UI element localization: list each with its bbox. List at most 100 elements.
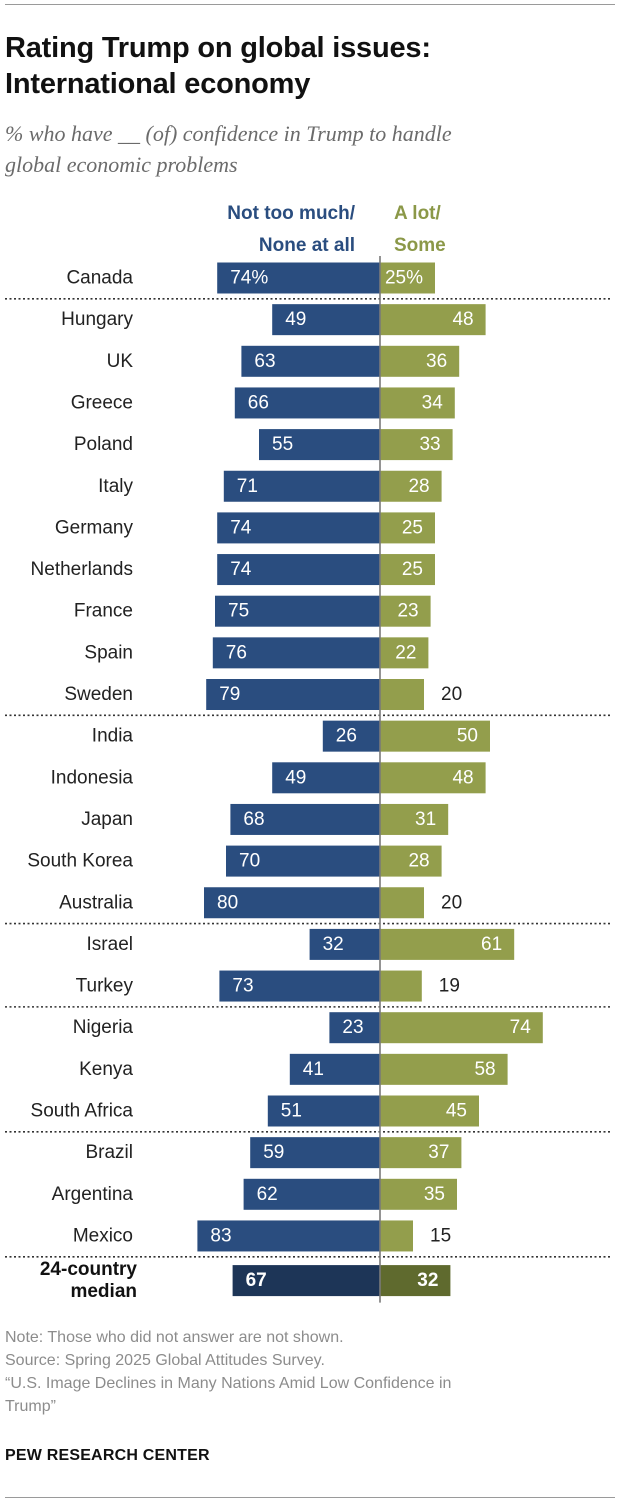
legend-negative-line-2: None at all [258,235,355,256]
country-label: Japan [81,809,133,830]
bar-positive [380,262,435,294]
value-label-negative: 76 [226,642,247,663]
separators-layer [5,298,612,1258]
value-label-positive: 25 [402,517,423,538]
report-title-line-1: “U.S. Image Declines in Many Nations Ami… [5,1375,452,1392]
bar-negative [272,304,380,336]
value-label-positive: 31 [415,809,436,830]
table-row: 74% 25% Canada [66,262,435,294]
country-label: Australia [59,892,133,913]
value-label-positive: 33 [419,434,440,455]
bar-positive [380,928,515,960]
value-label-positive: 25% [385,268,423,289]
value-label-negative: 32 [323,934,344,955]
value-label-negative: 79 [219,684,240,705]
value-label-positive: 61 [481,934,502,955]
value-label-negative: 59 [263,1142,284,1163]
rows-layer: 74% 25% Canada 49 48 Hungary 63 36 UK 66 34 Greece 5… [27,262,543,1302]
bar-positive [380,1095,479,1127]
bar-positive [380,887,424,919]
bar-positive [380,304,486,336]
legend-negative: Not too much/ None at all [135,198,355,262]
table-row: 55 33 Poland [74,429,453,461]
value-label-negative: 63 [254,351,275,372]
bar-positive [380,1012,543,1044]
table-row: 74 25 Netherlands [31,554,435,586]
bottom-rule [5,1497,615,1498]
median-label-line-1: 24-country [40,1259,138,1280]
table-row: 71 28 Italy [98,470,442,502]
country-label: Israel [87,934,133,955]
country-label: Canada [66,268,133,289]
legend-positive-line-1: A lot/ [394,203,441,224]
table-row: 59 37 Brazil [85,1137,462,1169]
value-label-positive: 32 [417,1270,438,1291]
chart-title: Rating Trump on global issues: Internati… [5,30,605,102]
subtitle-line-2: global economic problems [5,152,238,177]
bar-negative [197,1220,380,1252]
value-label-negative: 68 [243,809,264,830]
value-label-positive: 20 [441,684,462,705]
bar-positive [380,679,424,710]
country-label: Netherlands [31,559,133,580]
value-label-negative: 73 [232,976,253,997]
table-row: 26 50 India [92,720,490,752]
value-label-positive: 45 [446,1101,467,1122]
value-label-positive: 74 [510,1017,532,1038]
value-label-positive: 23 [397,601,418,622]
country-label: France [74,601,133,622]
bar-positive [380,1053,508,1085]
bar-negative [212,637,380,669]
legend-positive-line-2: Some [394,235,446,256]
brand-name: PEW RESEARCH CENTER [5,1447,210,1464]
table-row: 41 58 Kenya [79,1053,508,1085]
value-label-positive: 15 [430,1225,451,1246]
country-label: Kenya [79,1059,133,1080]
value-label-negative: 83 [210,1225,231,1246]
note-text: Note: Those who did not answer are not s… [5,1329,344,1346]
value-label-positive: 22 [395,642,416,663]
bar-negative [226,845,380,877]
bar-negative [232,1265,380,1297]
country-label: Brazil [85,1142,133,1163]
value-label-negative: 51 [281,1101,302,1122]
top-rule [5,4,615,5]
title-line-1: Rating Trump on global issues: [5,32,431,64]
table-row: 49 48 Indonesia [51,762,486,794]
value-label-positive: 20 [441,892,462,913]
bar-negative [329,1012,380,1044]
bar-negative [219,970,380,1002]
value-label-positive: 36 [426,351,447,372]
value-label-negative: 49 [285,767,306,788]
country-label: South Africa [31,1101,134,1122]
bar-positive [380,595,431,627]
title-line-2: International economy [5,68,311,100]
bar-negative [272,762,380,794]
bar-negative [309,928,380,960]
source-text: Source: Spring 2025 Global Attitudes Sur… [5,1352,325,1369]
bar-positive [380,1220,413,1252]
value-label-positive: 34 [422,392,444,413]
bar-negative [217,554,380,586]
value-label-negative: 67 [246,1270,267,1291]
country-label: Mexico [73,1225,133,1246]
table-row: 63 36 UK [107,345,460,377]
table-row: 62 35 Argentina [52,1178,457,1210]
value-label-negative: 74 [230,559,252,580]
bar-negative [230,803,380,835]
bar-negative [215,595,380,627]
value-label-positive: 28 [408,476,429,497]
country-label: Nigeria [73,1017,134,1038]
bar-negative [223,470,380,502]
country-label: Spain [84,642,133,663]
value-label-positive: 37 [428,1142,449,1163]
value-label-negative: 66 [248,392,269,413]
value-label-negative: 26 [336,726,357,747]
bar-negative [267,1095,380,1127]
country-label: Italy [98,476,133,497]
table-row: 23 74 Nigeria [73,1012,543,1044]
country-label: Turkey [76,976,134,997]
value-label-negative: 71 [237,476,258,497]
bar-positive [380,845,442,877]
